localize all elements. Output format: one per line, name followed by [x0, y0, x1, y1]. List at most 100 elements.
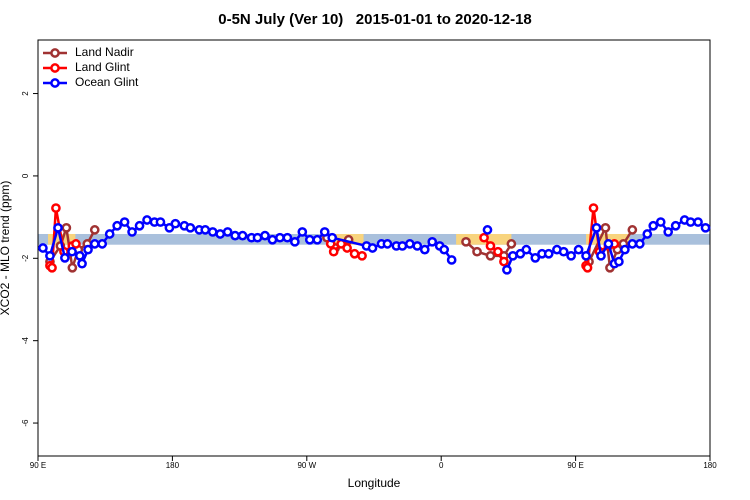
series-point [620, 244, 630, 255]
series-point [67, 262, 78, 273]
series-point [634, 239, 645, 249]
series-point [499, 256, 509, 267]
series-point [327, 232, 338, 243]
series-point [349, 248, 360, 259]
series-point [506, 239, 517, 249]
series-point [61, 222, 72, 233]
series-point [67, 246, 77, 257]
series-point [472, 246, 482, 257]
series-point [382, 239, 393, 249]
series-point [267, 234, 278, 245]
series-point [655, 217, 666, 227]
series-point [237, 230, 248, 241]
y-tick-label: -4 [21, 337, 30, 345]
legend-marker [50, 78, 60, 88]
series-point [508, 250, 518, 261]
series-point [290, 236, 300, 247]
series-point [700, 222, 711, 233]
legend-label: Ocean Glint [75, 75, 139, 89]
series-point [648, 220, 659, 231]
series-point [215, 229, 226, 239]
series-point [185, 222, 196, 233]
x-axis-label: Longitude [348, 476, 401, 490]
series-point [642, 229, 653, 239]
y-axis-label: XCO2 - MLO trend (ppm) [0, 181, 12, 316]
series-point [446, 255, 457, 265]
series-point [83, 244, 93, 255]
x-tick-label: 90 E [30, 461, 46, 470]
series-point [170, 218, 181, 229]
x-tick-label: 180 [703, 461, 717, 470]
x-tick-label: 90 E [567, 461, 583, 470]
series-point [252, 232, 263, 243]
series-point [134, 220, 145, 231]
series-point [461, 236, 471, 247]
series-point [155, 217, 166, 227]
y-tick-label: -6 [21, 419, 30, 427]
series-point [97, 239, 108, 249]
series-point [588, 203, 599, 213]
series-point [304, 234, 315, 245]
legend-label: Land Nadir [75, 45, 134, 59]
series-point [573, 244, 584, 255]
series-point [591, 222, 602, 233]
series-point [47, 262, 57, 273]
series-point [427, 236, 438, 247]
series-point [530, 253, 541, 263]
series-point [119, 217, 130, 227]
series-point [485, 241, 496, 251]
series-point [439, 244, 450, 255]
x-tick-label: 180 [166, 461, 180, 470]
series-point [596, 250, 606, 261]
series-point [77, 258, 87, 269]
series-point [142, 215, 152, 225]
series-point [328, 246, 339, 257]
series-point [53, 222, 63, 233]
x-tick-label: 0 [439, 461, 444, 470]
series-point [581, 250, 591, 261]
series-point [693, 217, 703, 227]
series-point [230, 230, 240, 241]
series-point [493, 246, 503, 257]
series-point [260, 230, 270, 241]
series-point [558, 246, 569, 257]
series-point [104, 229, 115, 239]
series-point [367, 243, 378, 253]
series-point [603, 239, 614, 249]
legend-marker [50, 48, 60, 58]
series-point [89, 225, 100, 235]
series-point [38, 243, 48, 253]
series-point [670, 220, 681, 231]
series-point [297, 227, 308, 237]
series-point [485, 250, 496, 261]
y-tick-label: 0 [21, 173, 30, 178]
series-point [71, 239, 81, 249]
series-point [627, 225, 638, 235]
legend-label: Land Glint [75, 60, 130, 74]
y-tick-label: -2 [21, 254, 30, 262]
series-point [342, 243, 352, 253]
series-point [222, 227, 233, 237]
series-point [200, 225, 211, 235]
series-point [479, 232, 489, 243]
series-point [357, 250, 367, 261]
band [38, 233, 710, 245]
series-point [312, 234, 323, 245]
series-point [482, 225, 493, 235]
series-point [127, 227, 137, 237]
series-point [89, 239, 100, 249]
plot-border [37, 39, 711, 457]
series-point [397, 241, 408, 251]
series-point [319, 227, 330, 237]
series-point [663, 227, 674, 237]
series-point [74, 250, 85, 261]
series-point [566, 250, 576, 261]
series-point [582, 262, 593, 273]
series-point [207, 227, 218, 237]
series-point [412, 241, 423, 251]
series-point [685, 217, 696, 227]
series-point [614, 256, 624, 267]
series-point [45, 250, 55, 261]
series-point [51, 203, 61, 213]
